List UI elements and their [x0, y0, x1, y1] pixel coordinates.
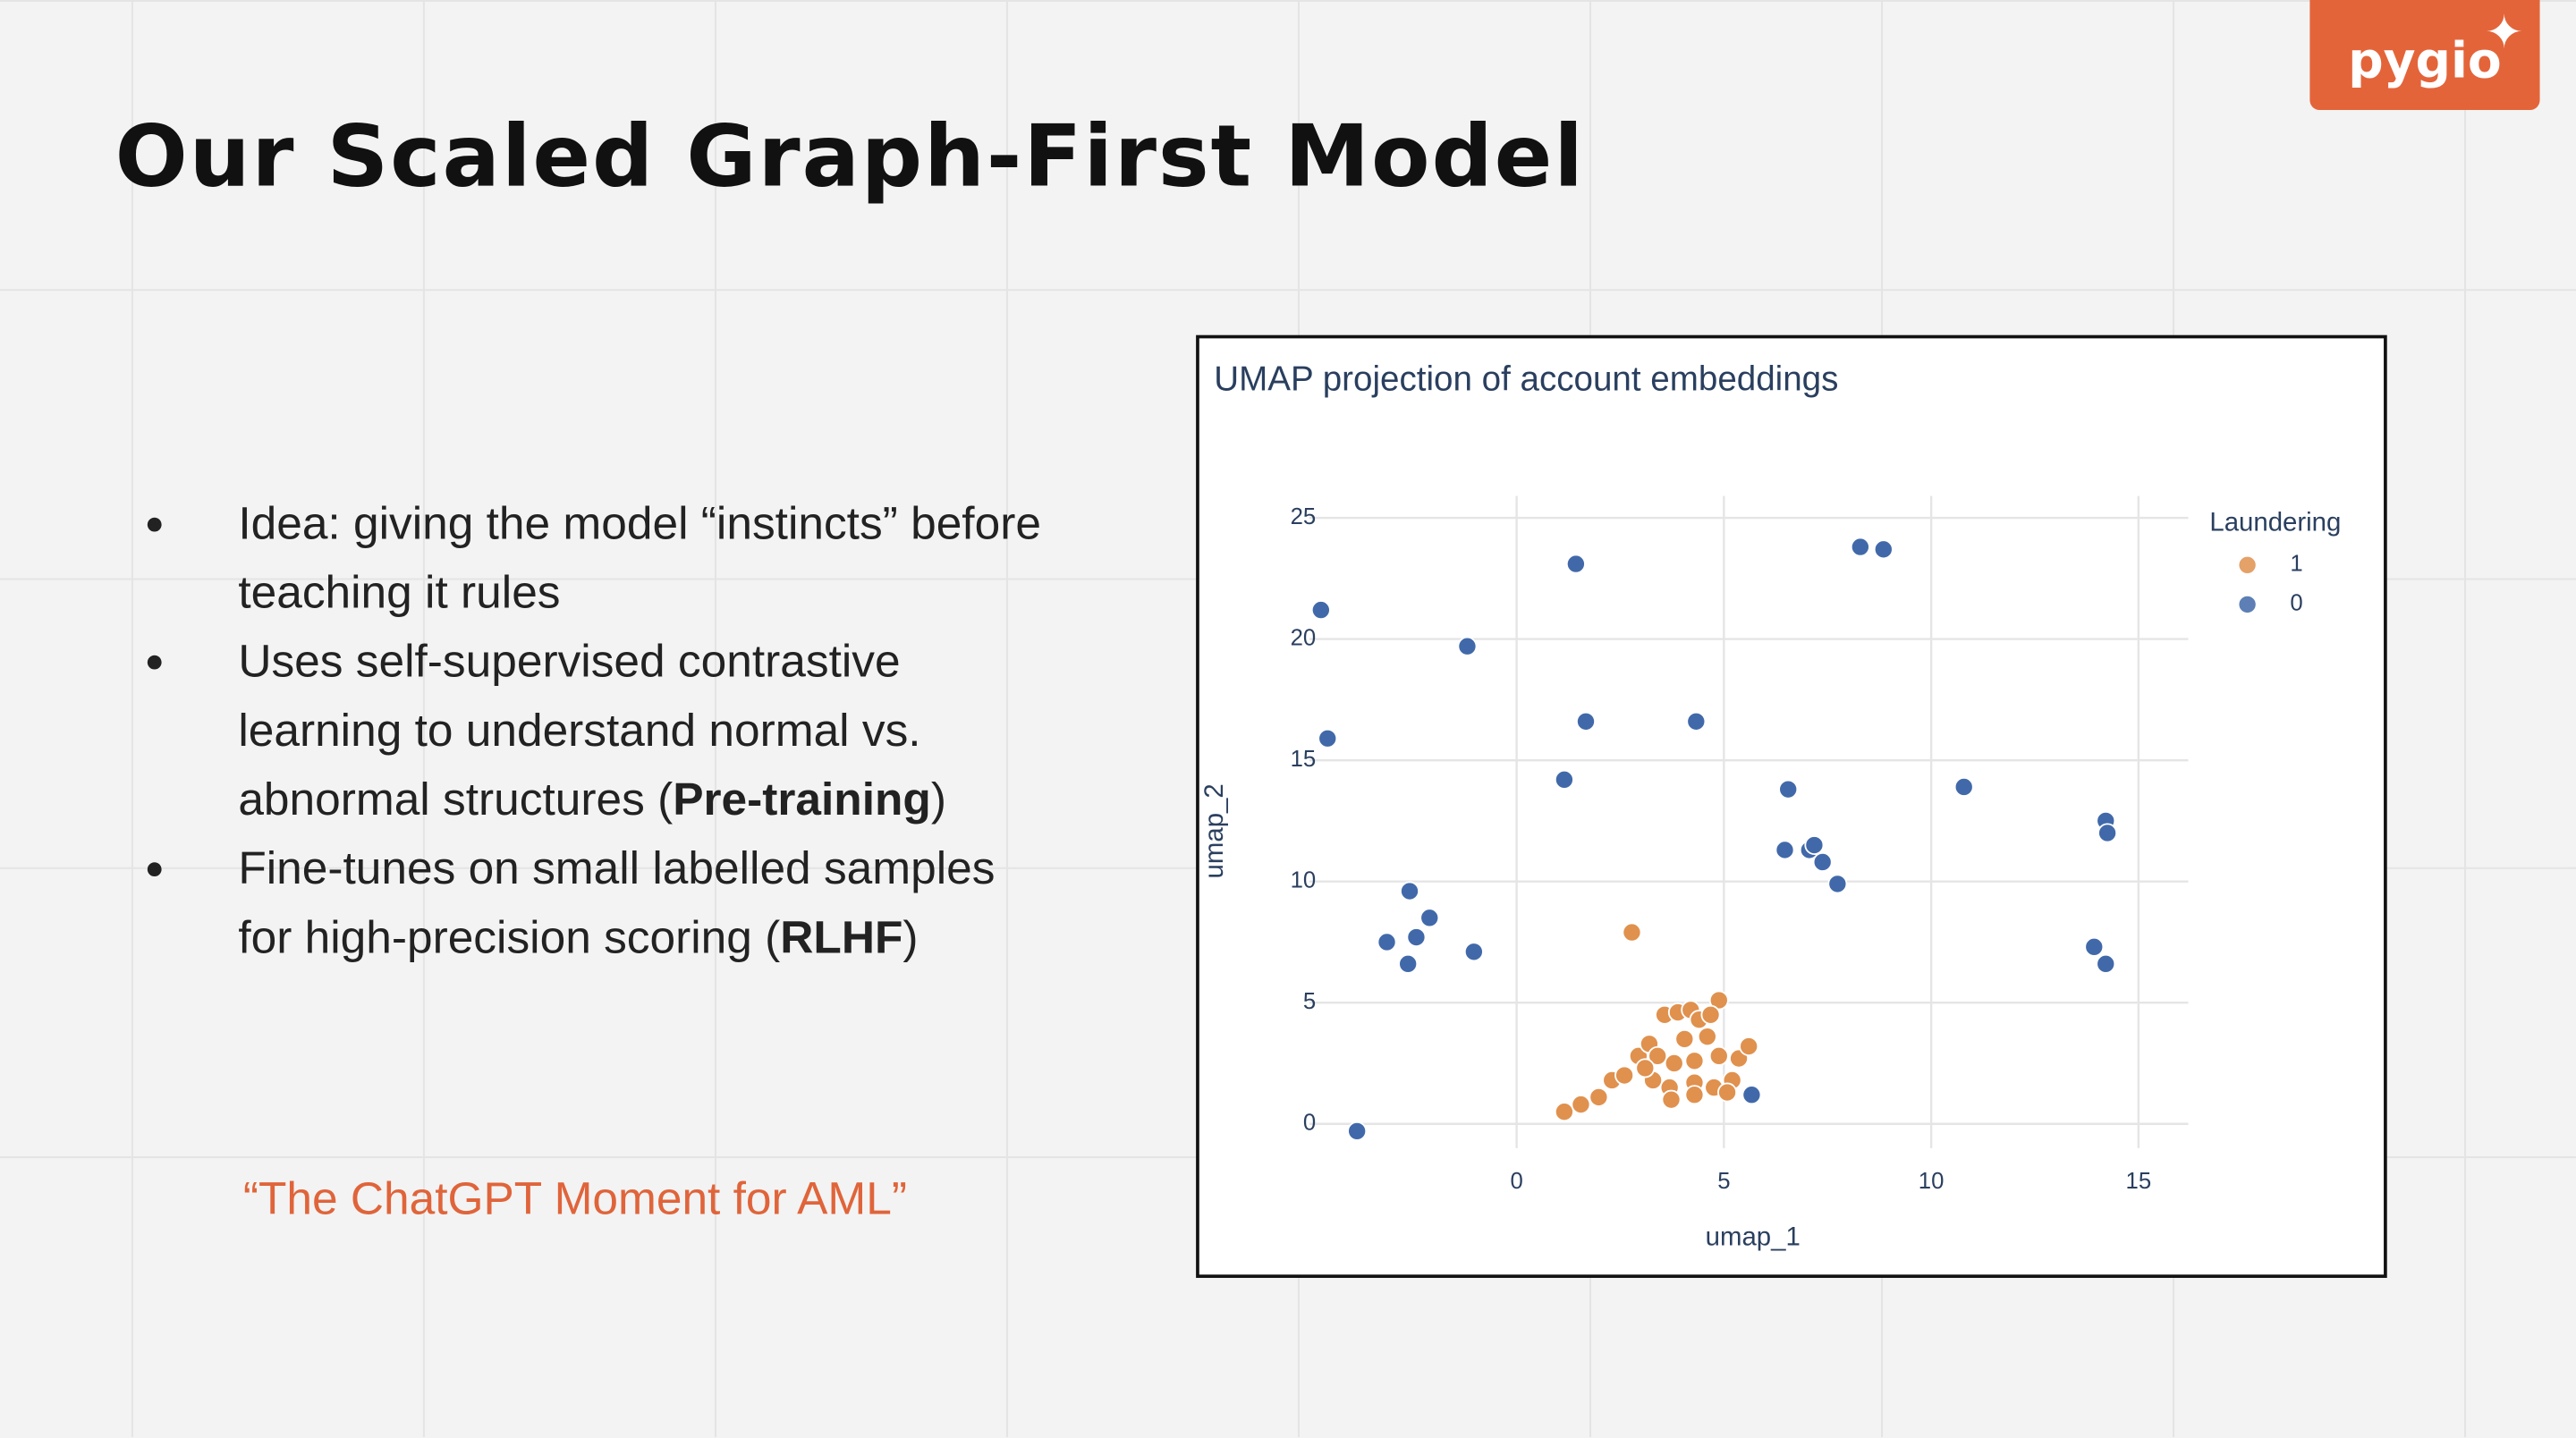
- point: [1674, 1028, 1695, 1049]
- point: [2097, 823, 2118, 843]
- bullet-text: Idea: giving the model “instincts” befor…: [238, 497, 1041, 618]
- point: [1827, 874, 1848, 894]
- point: [1700, 1004, 1721, 1025]
- legend-label: 1: [2290, 552, 2302, 577]
- point: [1575, 711, 1597, 732]
- bullet-bold: Pre-training: [673, 774, 931, 825]
- point: [1419, 908, 1440, 928]
- point: [1775, 840, 1795, 860]
- y-axis-label: umap_2: [1199, 783, 1229, 878]
- point: [1399, 881, 1420, 901]
- point: [1571, 1095, 1591, 1115]
- point: [1398, 953, 1419, 974]
- point: [2096, 953, 2116, 974]
- bullet-bold: RLHF: [780, 911, 903, 963]
- point: [1406, 927, 1427, 948]
- bullet: Idea: giving the model “instincts” befor…: [145, 489, 1045, 627]
- legend-marker: [2237, 594, 2258, 614]
- point: [1648, 1045, 1668, 1066]
- point: [1953, 776, 1974, 797]
- logo: pygio ✦: [2309, 0, 2540, 111]
- point: [1589, 1087, 1609, 1107]
- point: [1717, 1082, 1738, 1103]
- point: [1778, 779, 1799, 799]
- point: [1739, 1036, 1759, 1057]
- chart-title: UMAP projection of account embeddings: [1214, 360, 1838, 398]
- y-tick-label: 15: [1291, 747, 1317, 772]
- x-tick-label: 10: [1919, 1169, 1945, 1194]
- legend-title: Laundering: [2209, 508, 2341, 537]
- point: [1686, 711, 1707, 732]
- point: [2084, 936, 2105, 957]
- bullet-text: ): [930, 774, 946, 825]
- point: [1804, 834, 1825, 856]
- point: [1708, 1045, 1729, 1066]
- point: [1614, 1065, 1635, 1086]
- point: [1318, 728, 1338, 749]
- point: [1741, 1085, 1762, 1105]
- point: [1708, 990, 1729, 1011]
- point: [1554, 769, 1574, 790]
- point: [1377, 932, 1397, 952]
- x-axis-label: umap_1: [1706, 1222, 1801, 1252]
- point: [1565, 554, 1586, 574]
- quote: “The ChatGPT Moment for AML”: [242, 1172, 907, 1224]
- point: [1664, 1053, 1684, 1074]
- legend-label: 0: [2290, 591, 2302, 616]
- point: [1347, 1121, 1368, 1141]
- bullet-text: ): [902, 911, 919, 963]
- legend-marker: [2237, 554, 2258, 575]
- bullet-text: Fine-tunes on small labelled samples for…: [238, 842, 996, 963]
- point: [1635, 1058, 1656, 1078]
- bullet-list: Idea: giving the model “instincts” befor…: [145, 489, 1045, 972]
- point: [1850, 537, 1870, 557]
- point: [1310, 600, 1331, 621]
- chart: UMAP projection of account embeddings um…: [1196, 334, 2387, 1278]
- point: [1697, 1027, 1717, 1047]
- y-tick-label: 25: [1291, 504, 1317, 529]
- x-tick-label: 5: [1717, 1169, 1730, 1194]
- point: [1661, 1089, 1682, 1110]
- bullet: Uses self-supervised contrastive learnin…: [145, 628, 1045, 834]
- point: [1812, 851, 1833, 873]
- point: [1463, 942, 1484, 962]
- x-tick-label: 0: [1510, 1169, 1522, 1194]
- plot-area: [1310, 537, 2118, 1141]
- point: [1457, 636, 1478, 656]
- point: [1554, 1102, 1574, 1122]
- bullet-text: Uses self-supervised contrastive learnin…: [238, 635, 921, 825]
- point: [1873, 539, 1894, 560]
- slide-title: Our Scaled Graph-First Model: [114, 108, 1585, 207]
- y-tick-label: 0: [1303, 1111, 1316, 1136]
- logo-star: ✦: [2485, 4, 2524, 60]
- logo-text: pygio: [2348, 32, 2502, 91]
- y-tick-label: 5: [1303, 989, 1316, 1014]
- point: [1622, 922, 1642, 943]
- y-tick-label: 10: [1291, 867, 1317, 892]
- bullet: Fine-tunes on small labelled samples for…: [145, 834, 1045, 972]
- x-tick-label: 15: [2126, 1169, 2152, 1194]
- point: [1684, 1051, 1705, 1071]
- y-tick-label: 20: [1291, 625, 1317, 650]
- point: [1684, 1085, 1705, 1105]
